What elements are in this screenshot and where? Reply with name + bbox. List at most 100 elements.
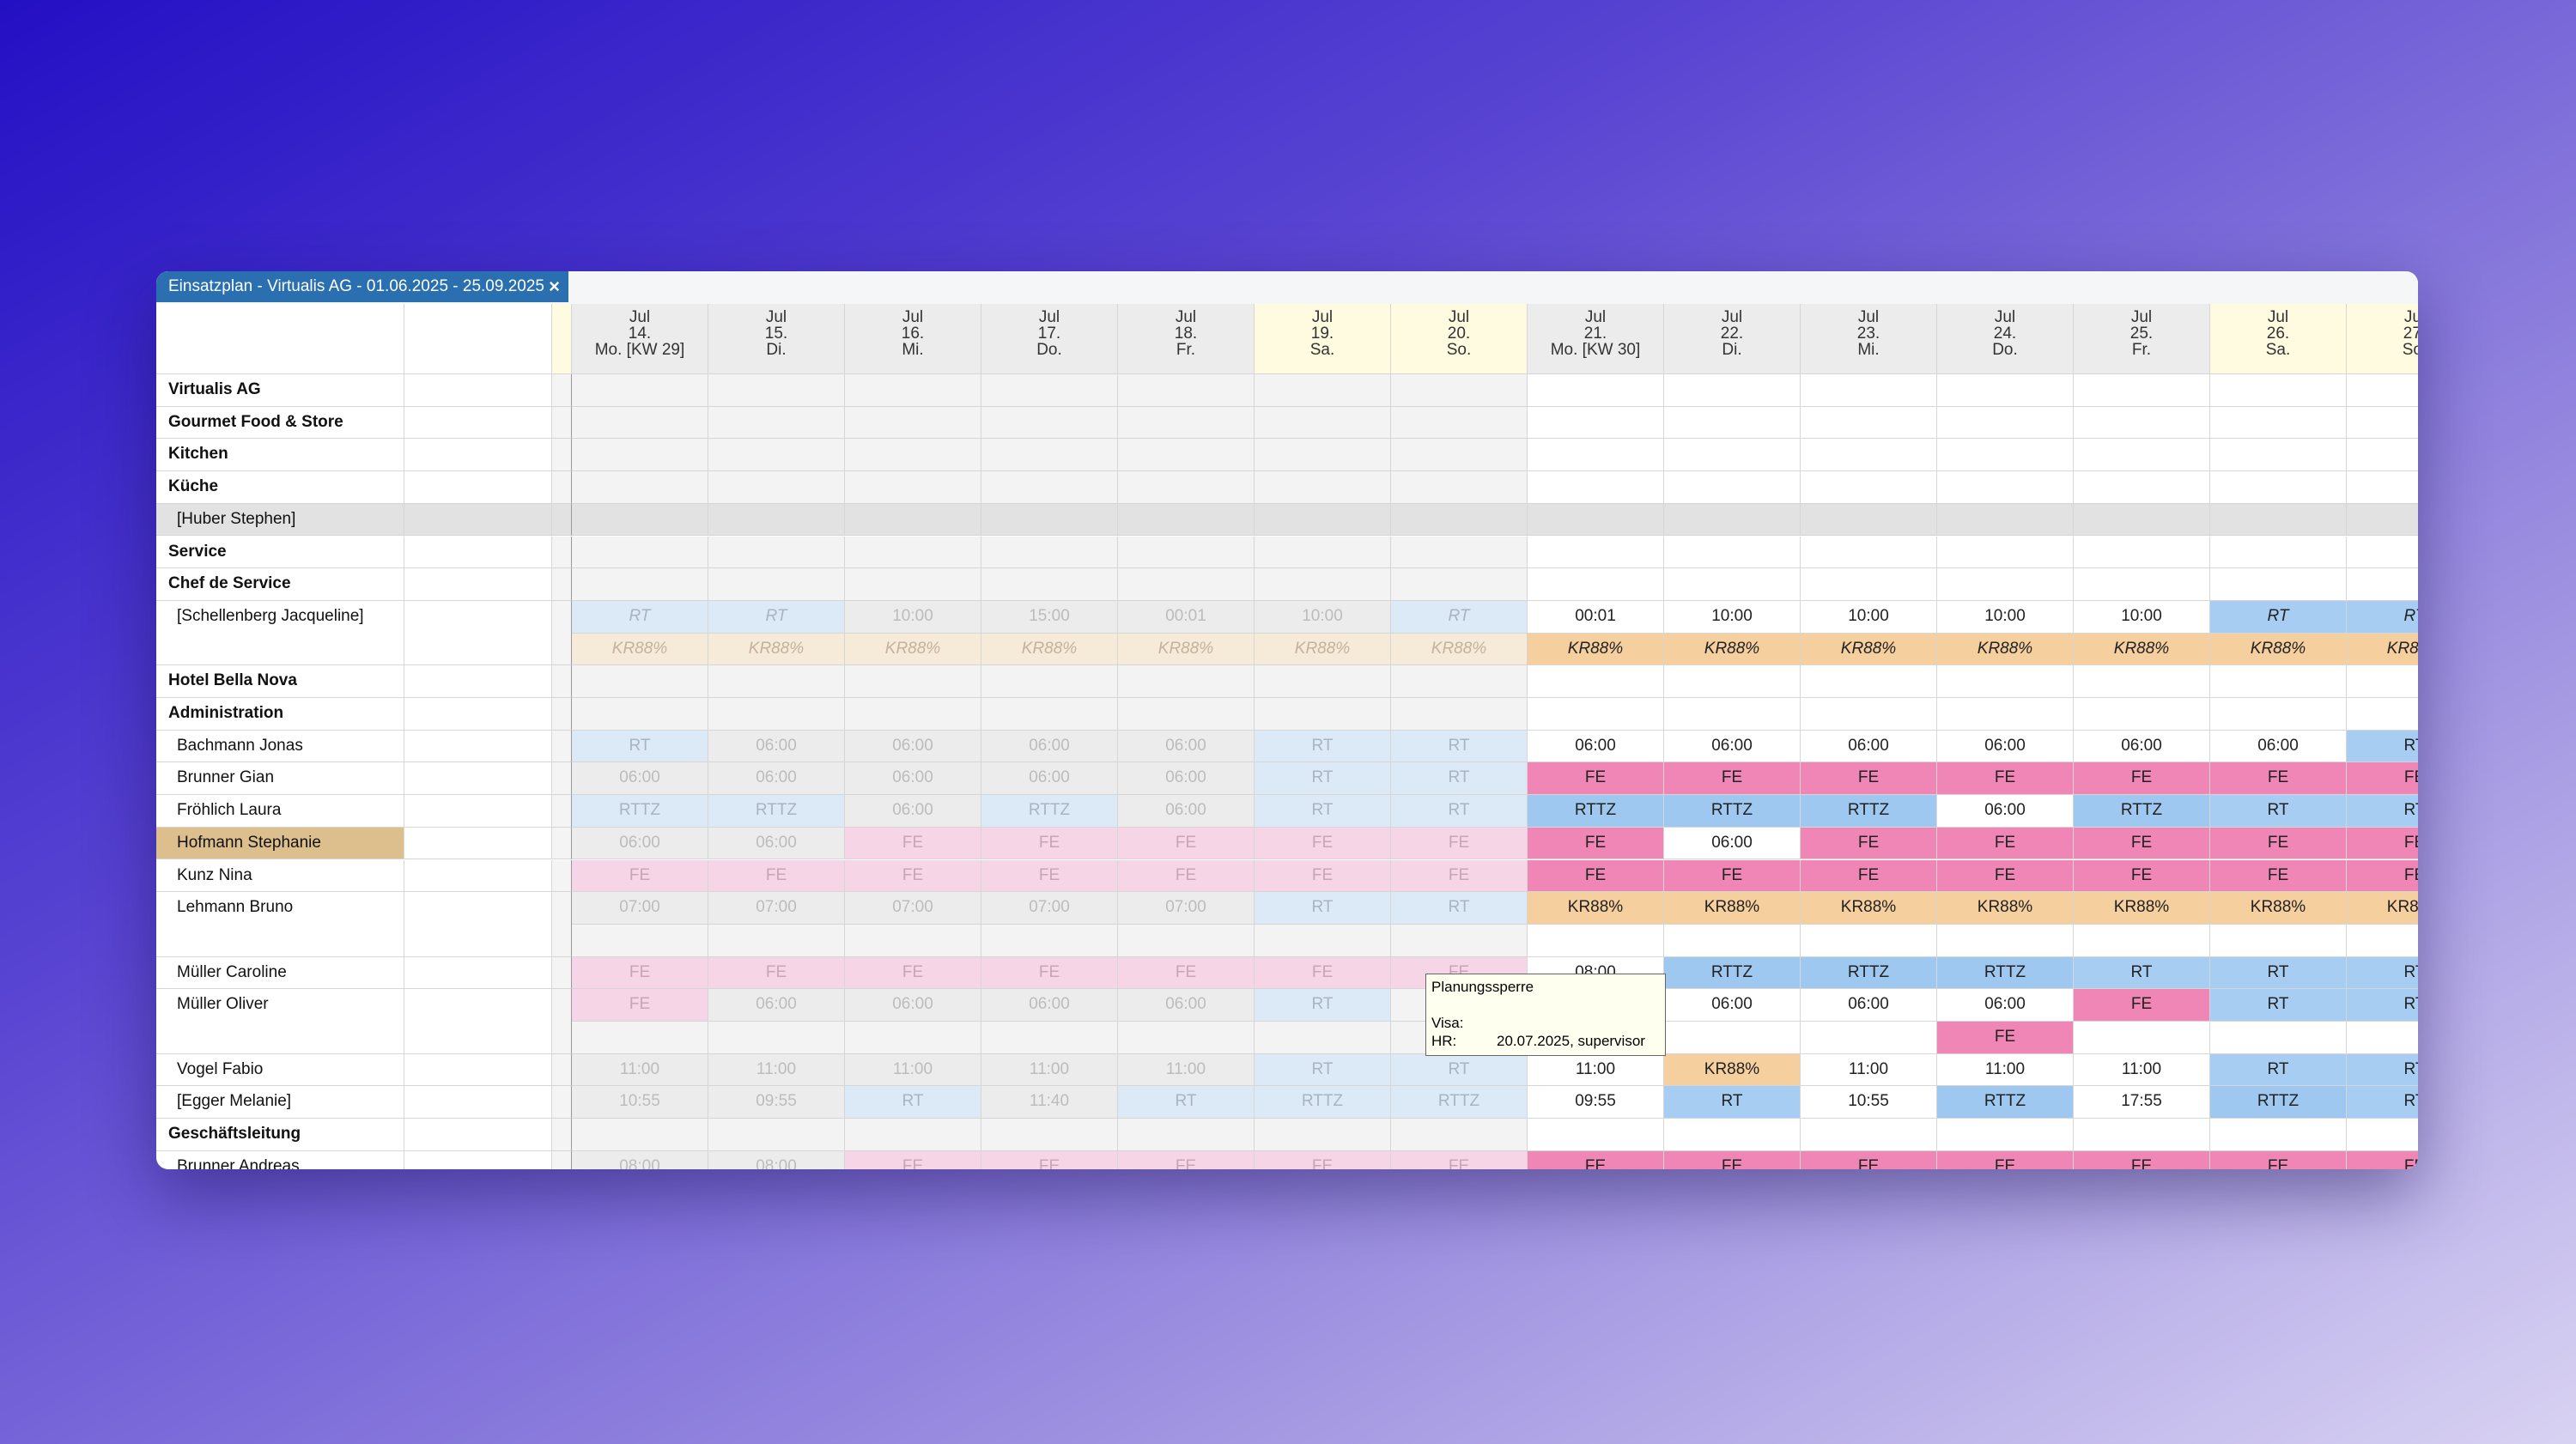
shift-cell: FE bbox=[1801, 1150, 1937, 1169]
shift-cell: FE bbox=[2074, 762, 2210, 796]
shift-cell: RTTZ bbox=[1801, 795, 1937, 828]
shift-cell: FE bbox=[1664, 859, 1801, 893]
shift-cell: FE bbox=[2074, 1150, 2210, 1169]
day-month: Jul bbox=[765, 308, 787, 326]
row-name: Lehmann Bruno bbox=[156, 892, 404, 957]
row-extra bbox=[404, 406, 552, 440]
shift-cell: FE bbox=[2210, 762, 2347, 796]
shift-cell: RT bbox=[1255, 989, 1391, 1022]
shift-cell bbox=[1801, 698, 1937, 731]
shift-cell: KR88% bbox=[2347, 892, 2418, 925]
day-month: Jul bbox=[2130, 308, 2153, 326]
shift-cell: RT bbox=[1255, 730, 1391, 763]
shift-cell bbox=[2074, 568, 2210, 601]
shift-cell: 11:00 bbox=[845, 1053, 981, 1087]
shift-cell bbox=[1255, 503, 1391, 537]
shift-cell bbox=[2074, 665, 2210, 698]
shift-cell bbox=[981, 503, 1118, 537]
tab[interactable]: Einsatzplan - Virtualis AG - 01.06.2025 … bbox=[156, 271, 568, 302]
shift-cell bbox=[572, 536, 708, 569]
shift-cell: FE bbox=[572, 859, 708, 893]
row-extra bbox=[404, 439, 552, 472]
shift-cell bbox=[845, 439, 981, 472]
day-month: Jul bbox=[1721, 308, 1743, 326]
shift-cell: 06:00 bbox=[708, 730, 845, 763]
row-extra bbox=[404, 536, 552, 569]
shift-cell bbox=[2347, 439, 2418, 472]
shift-cell bbox=[1118, 1022, 1255, 1054]
shift-cell bbox=[1664, 698, 1801, 731]
shift-cell: 17:55 bbox=[2074, 1086, 2210, 1119]
shift-cell bbox=[2347, 471, 2418, 504]
shift-cell: FE bbox=[1801, 762, 1937, 796]
shift-cell bbox=[1255, 374, 1391, 407]
shift-cell: RTTZ bbox=[2210, 1086, 2347, 1119]
shift-cell bbox=[1801, 1022, 1937, 1054]
shift-cell: 10:00 bbox=[1801, 600, 1937, 634]
shift-cell: RT bbox=[1255, 762, 1391, 796]
shift-cell: FE bbox=[572, 989, 708, 1022]
shift-cell bbox=[1664, 536, 1801, 569]
shift-cell: FE bbox=[1118, 859, 1255, 893]
shift-cell bbox=[2210, 471, 2347, 504]
shift-cell bbox=[981, 1119, 1118, 1151]
shift-cell bbox=[2210, 698, 2347, 731]
shift-cell: FE bbox=[2074, 989, 2210, 1022]
day-header: Jul 22. Di. bbox=[1664, 304, 1801, 374]
shift-cell: RTTZ bbox=[572, 795, 708, 828]
shift-cell: 06:00 bbox=[572, 827, 708, 860]
shift-cell bbox=[1255, 471, 1391, 504]
row-name: [Schellenberg Jacqueline] bbox=[156, 600, 404, 666]
row-extra bbox=[404, 374, 552, 407]
shift-cell: KR88% bbox=[1528, 892, 1664, 925]
shift-cell: KR88% bbox=[2210, 633, 2347, 666]
shift-cell: RT bbox=[1391, 730, 1528, 763]
day-month: Jul bbox=[1311, 308, 1334, 326]
shift-cell: RT bbox=[1255, 795, 1391, 828]
day-day: 17. bbox=[1037, 325, 1061, 343]
shift-cell: 06:00 bbox=[1118, 989, 1255, 1022]
shift-cell bbox=[1664, 471, 1801, 504]
shift-cell bbox=[2347, 536, 2418, 569]
shift-cell: FE bbox=[981, 1150, 1118, 1169]
row-extra bbox=[404, 989, 552, 1054]
header-corner bbox=[156, 304, 404, 374]
shift-cell: 06:00 bbox=[1801, 989, 1937, 1022]
row-extra bbox=[404, 827, 552, 860]
shift-cell bbox=[1664, 406, 1801, 440]
row-strip bbox=[552, 1119, 572, 1151]
shift-cell bbox=[1255, 665, 1391, 698]
day-day: 24. bbox=[1993, 325, 2017, 343]
shift-cell: FE bbox=[1801, 827, 1937, 860]
shift-cell bbox=[845, 1119, 981, 1151]
shift-cell: RT bbox=[2347, 989, 2418, 1022]
shift-cell bbox=[1528, 698, 1664, 731]
shift-cell: RT bbox=[2347, 795, 2418, 828]
day-month: Jul bbox=[1175, 308, 1197, 326]
day-day: 27. bbox=[2403, 325, 2418, 343]
day-day: 19. bbox=[1310, 325, 1334, 343]
shift-cell: RTTZ bbox=[1801, 956, 1937, 990]
day-month: Jul bbox=[1584, 308, 1607, 326]
shift-cell bbox=[1255, 439, 1391, 472]
shift-cell bbox=[1937, 503, 2074, 537]
shift-cell: RT bbox=[1391, 762, 1528, 796]
tab-close[interactable]: × bbox=[549, 276, 560, 297]
shift-cell bbox=[2210, 568, 2347, 601]
shift-cell bbox=[1937, 924, 2074, 957]
shift-cell bbox=[1664, 503, 1801, 537]
shift-cell: FE bbox=[1937, 859, 2074, 893]
row-strip bbox=[552, 406, 572, 440]
header-corner bbox=[404, 304, 552, 374]
shift-cell bbox=[708, 665, 845, 698]
shift-cell bbox=[1118, 439, 1255, 472]
shift-cell: 10:00 bbox=[2074, 600, 2210, 634]
shift-cell: FE bbox=[845, 1150, 981, 1169]
shift-cell bbox=[845, 1022, 981, 1054]
shift-cell bbox=[1801, 503, 1937, 537]
shift-cell bbox=[1937, 568, 2074, 601]
row-extra bbox=[404, 956, 552, 990]
shift-cell: FE bbox=[1937, 1022, 2074, 1054]
row-name: Hotel Bella Nova bbox=[156, 665, 404, 698]
shift-cell bbox=[572, 1022, 708, 1054]
